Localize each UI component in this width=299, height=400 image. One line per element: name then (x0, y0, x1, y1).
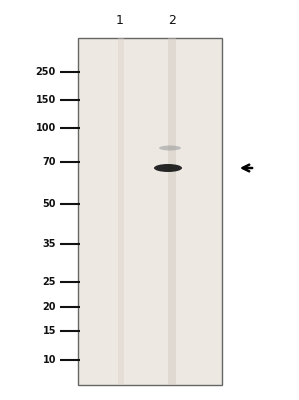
Ellipse shape (159, 146, 181, 150)
Bar (168, 38, 176, 385)
Text: 25: 25 (42, 277, 56, 287)
Ellipse shape (154, 164, 182, 172)
Text: 70: 70 (42, 157, 56, 167)
Bar (78, 38, 222, 385)
Text: 35: 35 (42, 239, 56, 249)
Text: 100: 100 (36, 123, 56, 133)
Text: 10: 10 (42, 355, 56, 365)
Text: 15: 15 (42, 326, 56, 336)
Text: 20: 20 (42, 302, 56, 312)
Bar (118, 38, 124, 385)
Text: 2: 2 (168, 14, 176, 26)
Text: 250: 250 (36, 67, 56, 77)
Text: 50: 50 (42, 199, 56, 209)
Text: 1: 1 (116, 14, 124, 26)
Text: 150: 150 (36, 95, 56, 105)
